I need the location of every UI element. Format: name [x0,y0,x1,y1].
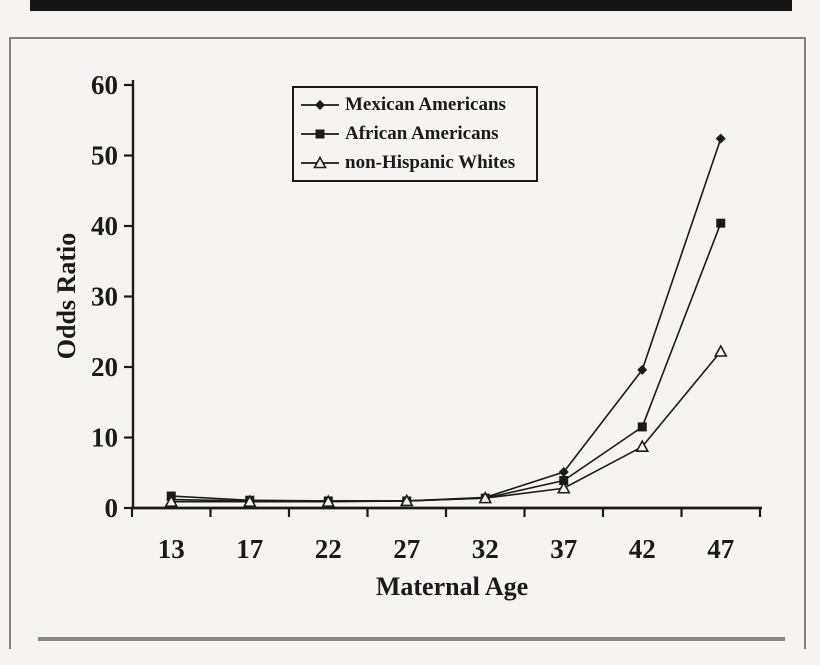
open-triangle-marker-icon [301,155,339,168]
x-tick-label: 42 [629,534,656,564]
y-tick-label: 30 [91,282,118,312]
data-point-triangle [556,481,571,494]
x-axis-title: Maternal Age [375,572,529,601]
legend-label: African Americans [345,122,499,144]
data-point-square [716,218,726,228]
data-point-triangle [399,493,414,507]
legend-item-mexican-americans: Mexican Americans [300,91,530,119]
data-point-diamond [637,364,648,375]
filled-diamond-marker-icon [301,100,339,111]
x-tick-label: 32 [472,534,499,564]
top-horizontal-rule [30,0,792,11]
bottom-horizontal-rule [38,637,785,641]
x-tick-label: 47 [707,534,734,564]
y-tick-label: 40 [91,211,118,241]
y-tick-label: 60 [91,70,118,100]
series-line-triangle [171,350,722,503]
data-point-square [637,422,647,432]
data-point-diamond [558,467,569,478]
y-tick-label: 0 [105,493,119,523]
legend-label: Mexican Americans [345,94,506,116]
data-point-triangle [713,344,728,357]
x-tick-label: 22 [315,534,342,564]
legend: Mexican Americans African Americans non-… [292,86,538,182]
data-point-triangle [635,439,650,452]
x-tick-label: 27 [393,534,420,564]
legend-label: non-Hispanic Whites [345,151,516,173]
y-tick-label: 10 [91,423,118,453]
x-tick-label: 13 [158,534,185,564]
data-point-triangle [242,494,257,507]
data-point-diamond [715,133,726,144]
x-tick-label: 37 [550,534,577,564]
figure-border [9,37,806,649]
x-tick-label: 17 [236,534,263,564]
legend-item-african-americans: African Americans [300,120,530,148]
y-tick-label: 20 [91,352,118,382]
series-line-square [171,222,722,502]
data-point-triangle [164,494,179,507]
y-tick-label: 50 [91,141,118,171]
data-point-triangle [478,490,493,504]
y-axis-title: Odds Ratio [52,232,81,360]
data-point-square [559,476,569,486]
legend-item-non-hispanic-whites: non-Hispanic Whites [300,149,530,177]
series-line-diamond [171,138,722,502]
data-point-triangle [321,494,336,507]
filled-square-marker-icon [301,129,339,139]
